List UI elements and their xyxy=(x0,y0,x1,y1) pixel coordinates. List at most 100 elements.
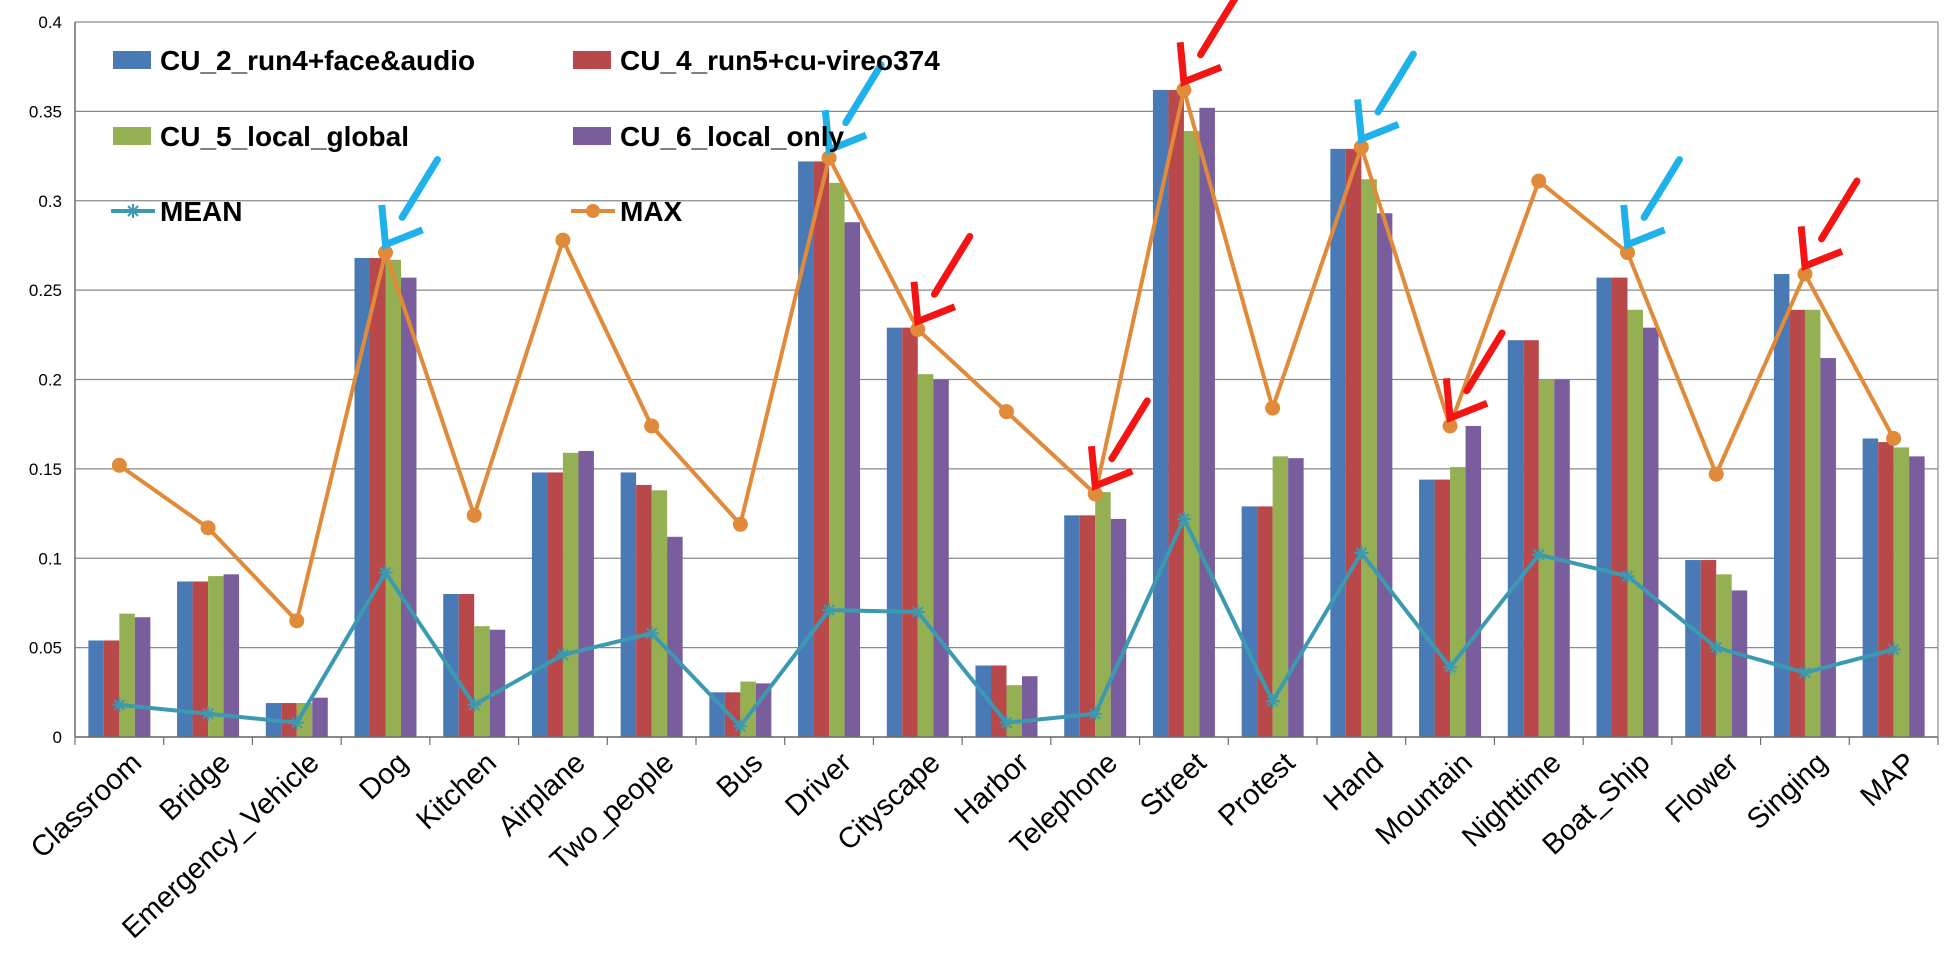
line-point xyxy=(112,697,127,712)
line-point xyxy=(1354,545,1369,560)
bar xyxy=(798,161,814,738)
line-point xyxy=(466,507,482,523)
y-tick-label: 0.05 xyxy=(29,639,62,658)
line-point xyxy=(555,232,571,248)
line-point xyxy=(111,457,127,473)
x-tick-label: Street xyxy=(1134,747,1212,823)
line-point xyxy=(1265,694,1280,709)
line-series xyxy=(111,82,1902,734)
bar xyxy=(312,697,328,737)
line-point xyxy=(1442,418,1458,434)
bar xyxy=(296,703,313,737)
line-point xyxy=(733,719,748,734)
y-tick-label: 0.3 xyxy=(38,192,62,211)
y-tick-label: 0.1 xyxy=(38,549,62,568)
bar xyxy=(636,484,652,737)
y-tick-label: 0.4 xyxy=(38,13,62,32)
bar xyxy=(1507,340,1524,737)
line-point xyxy=(289,613,305,629)
legend-swatch xyxy=(573,127,611,145)
bar xyxy=(1820,358,1836,737)
bar xyxy=(401,277,417,737)
line-point xyxy=(999,404,1014,420)
line-point xyxy=(1797,665,1812,680)
bar xyxy=(1627,309,1643,737)
line-point xyxy=(467,697,482,712)
bar xyxy=(829,182,845,737)
y-tick-label: 0.2 xyxy=(38,371,62,390)
bar xyxy=(620,472,637,737)
bar xyxy=(1804,309,1821,737)
bar xyxy=(385,259,401,737)
y-tick-label: 0.35 xyxy=(29,102,62,121)
legend-label: MEAN xyxy=(160,196,242,227)
bar xyxy=(1789,309,1805,737)
bar xyxy=(177,581,193,737)
bar xyxy=(370,257,386,737)
bar xyxy=(1361,179,1377,738)
bar xyxy=(1909,456,1925,737)
x-tick-label: Dog xyxy=(354,747,415,807)
bar xyxy=(562,452,579,737)
bar xyxy=(1862,438,1879,737)
legend-item: CU_2_run4+face&audio xyxy=(113,45,475,76)
line-point xyxy=(1353,139,1369,155)
line-point xyxy=(1531,173,1547,189)
annotation-arrow xyxy=(910,232,974,327)
bar xyxy=(1079,515,1096,737)
x-tick-label: Kitchen xyxy=(410,747,503,836)
x-tick-label: Protest xyxy=(1212,747,1301,833)
legend-swatch xyxy=(113,51,151,69)
bar xyxy=(1110,518,1127,737)
x-tick-label: Bus xyxy=(711,747,769,804)
bar xyxy=(547,472,563,737)
line-point xyxy=(1797,266,1813,282)
bar xyxy=(1330,148,1346,738)
line-point xyxy=(732,516,748,532)
legend-item: CU_4_run5+cu-vireo374 xyxy=(573,45,940,76)
annotation-arrow xyxy=(1442,329,1506,423)
line-point xyxy=(1176,511,1191,526)
annotation-arrow xyxy=(378,156,441,250)
line-point xyxy=(910,321,926,337)
bar xyxy=(917,374,934,737)
line-point xyxy=(1620,569,1635,584)
bar xyxy=(223,574,240,737)
bar xyxy=(886,327,903,737)
x-tick-label: Bridge xyxy=(154,747,237,828)
bar xyxy=(1716,574,1732,737)
line-point xyxy=(910,604,925,619)
line-point xyxy=(201,706,216,721)
line-point xyxy=(1531,547,1546,562)
bar xyxy=(443,594,459,737)
line-point xyxy=(1088,706,1103,721)
line-point xyxy=(289,715,304,730)
bar xyxy=(1376,213,1393,737)
legend-label: MAX xyxy=(620,196,683,227)
bar xyxy=(103,640,120,737)
bar xyxy=(902,327,918,737)
line-point xyxy=(1176,82,1192,98)
bar xyxy=(134,617,151,737)
line-point xyxy=(644,418,660,434)
legend-label: CU_6_local_only xyxy=(620,121,845,152)
bar xyxy=(578,451,594,737)
legend-item: CU_5_local_global xyxy=(113,121,409,152)
bar xyxy=(813,161,830,738)
bar xyxy=(1731,590,1748,737)
x-tick-label: Flower xyxy=(1660,746,1746,829)
legend-marker xyxy=(586,204,600,218)
line-point xyxy=(999,715,1014,730)
bar xyxy=(1241,506,1258,737)
bar xyxy=(1419,479,1435,737)
bar xyxy=(192,581,209,737)
bar xyxy=(651,490,668,737)
legend-item: CU_6_local_only xyxy=(573,121,845,152)
x-tick-label: Hand xyxy=(1318,747,1391,818)
y-tick-label: 0 xyxy=(53,728,62,747)
bar xyxy=(1643,327,1659,737)
y-tick-label: 0.25 xyxy=(29,281,62,300)
bar xyxy=(1183,131,1200,738)
y-tick-label: 0.15 xyxy=(29,460,62,479)
annotation-arrows xyxy=(378,0,1861,491)
